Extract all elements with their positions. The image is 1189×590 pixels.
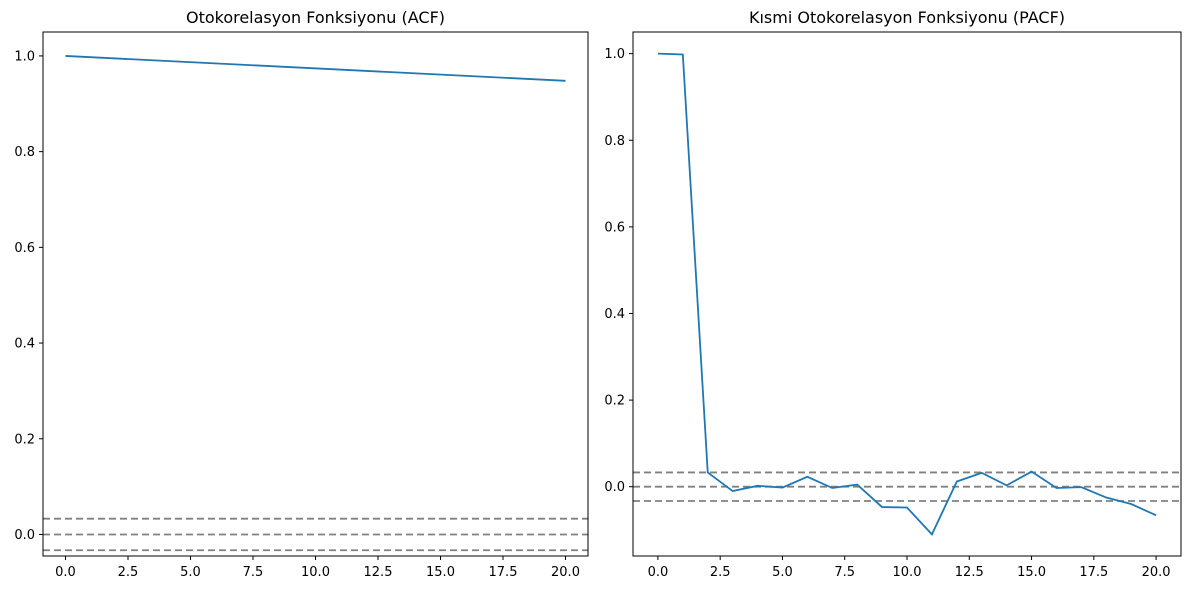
pacf-x-tick-label-2: 5.0 <box>772 565 793 580</box>
acf-y-tick-label-2: 0.4 <box>14 337 35 352</box>
acf-y-tick-label-1: 0.2 <box>14 432 35 447</box>
pacf-x-tick-label-3: 7.5 <box>834 565 855 580</box>
acf-y-tick-label-3: 0.6 <box>14 241 35 256</box>
pacf-y-tick-label-1: 0.2 <box>604 394 625 409</box>
acf-y-tick-label-4: 0.8 <box>14 145 35 160</box>
acf-x-tick-label-5: 12.5 <box>364 565 393 580</box>
acf-x-tick-label-2: 5.0 <box>180 565 201 580</box>
pacf-y-tick-label-3: 0.6 <box>604 220 625 235</box>
acf-series-line-0 <box>65 55 566 82</box>
acf-x-tick-label-6: 15.0 <box>426 565 455 580</box>
pacf-y-tick-label-0: 0.0 <box>604 480 625 495</box>
pacf-y-tick-label-2: 0.4 <box>604 307 625 322</box>
acf-x-tick-label-4: 10.0 <box>301 565 330 580</box>
pacf-x-tick-label-5: 12.5 <box>955 565 984 580</box>
pacf-x-tick-label-8: 20.0 <box>1142 565 1171 580</box>
pacf-panel: Kısmi Otokorelasyon Fonksiyonu (PACF) 0.… <box>604 8 1182 580</box>
pacf-y-tick-label-5: 1.0 <box>604 47 625 62</box>
pacf-x-tick-label-7: 17.5 <box>1079 565 1108 580</box>
acf-x-tick-label-7: 17.5 <box>489 565 518 580</box>
pacf-title: Kısmi Otokorelasyon Fonksiyonu (PACF) <box>749 8 1065 27</box>
pacf-x-tick-label-6: 15.0 <box>1017 565 1046 580</box>
acf-y-tick-label-5: 1.0 <box>14 49 35 64</box>
acf-x-tick-label-0: 0.0 <box>55 565 76 580</box>
pacf-x-tick-label-0: 0.0 <box>648 565 669 580</box>
acf-x-tick-label-8: 20.0 <box>551 565 580 580</box>
acf-title: Otokorelasyon Fonksiyonu (ACF) <box>186 8 445 27</box>
pacf-y-tick-label-4: 0.8 <box>604 134 625 149</box>
pacf-x-tick-label-4: 10.0 <box>893 565 922 580</box>
acf-panel: Otokorelasyon Fonksiyonu (ACF) 0.0 2.5 5.0… <box>14 8 589 580</box>
acf-x-tick-label-3: 7.5 <box>243 565 264 580</box>
acf-x-tick-label-1: 2.5 <box>118 565 139 580</box>
pacf-x-tick-label-1: 2.5 <box>710 565 731 580</box>
acf-y-tick-label-0: 0.0 <box>14 528 35 543</box>
pacf-series-line-0 <box>657 52 1157 536</box>
